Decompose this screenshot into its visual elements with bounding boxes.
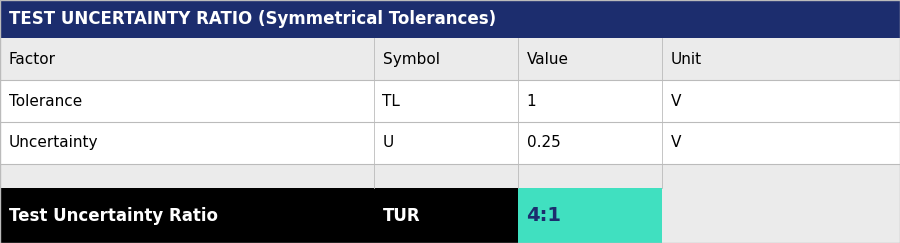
Text: Uncertainty: Uncertainty <box>9 135 98 150</box>
Bar <box>0 164 900 188</box>
Text: Symbol: Symbol <box>382 52 439 67</box>
Text: U: U <box>382 135 394 150</box>
Text: Tolerance: Tolerance <box>9 94 82 109</box>
Text: 1: 1 <box>526 94 536 109</box>
Bar <box>518 188 662 243</box>
Text: 4:1: 4:1 <box>526 206 562 225</box>
Bar <box>0 122 900 164</box>
Text: TL: TL <box>382 94 400 109</box>
Bar <box>0 0 900 38</box>
Text: Value: Value <box>526 52 569 67</box>
Text: 0.25: 0.25 <box>526 135 560 150</box>
Bar <box>0 80 900 122</box>
Bar <box>662 188 900 243</box>
Text: TUR: TUR <box>382 207 420 225</box>
Text: Test Uncertainty Ratio: Test Uncertainty Ratio <box>9 207 218 225</box>
Text: TEST UNCERTAINTY RATIO (Symmetrical Tolerances): TEST UNCERTAINTY RATIO (Symmetrical Tole… <box>9 10 496 28</box>
Bar <box>0 38 900 80</box>
Text: Factor: Factor <box>9 52 56 67</box>
Bar <box>0 188 518 243</box>
Text: V: V <box>670 135 681 150</box>
Text: V: V <box>670 94 681 109</box>
Text: Unit: Unit <box>670 52 702 67</box>
